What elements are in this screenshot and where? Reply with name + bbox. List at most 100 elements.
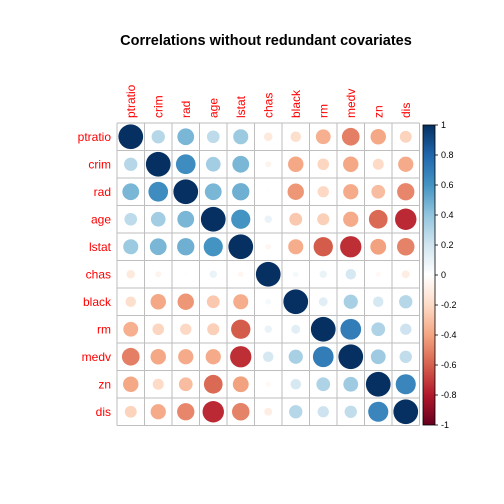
column-label: ptratio — [124, 84, 138, 118]
corr-circle — [230, 346, 252, 368]
corr-circle — [148, 181, 169, 202]
corr-circle — [123, 321, 139, 337]
corr-circle — [237, 271, 244, 278]
corr-circle — [265, 243, 272, 250]
corr-circle — [151, 130, 165, 144]
corr-circle — [318, 297, 328, 307]
corr-circle — [283, 289, 309, 315]
color-legend-tick-label: 0.8 — [441, 150, 454, 160]
row-label: medv — [82, 350, 111, 364]
row-label: chas — [86, 267, 111, 281]
corr-circle — [124, 212, 138, 226]
color-legend-tick-label: -0.8 — [441, 390, 457, 400]
corr-circle — [315, 129, 331, 145]
row-label: age — [91, 212, 111, 226]
column-label: medv — [344, 89, 358, 118]
corr-circle — [338, 344, 364, 370]
corr-circle — [345, 268, 357, 280]
corr-circle — [150, 404, 166, 420]
corr-circle — [118, 124, 144, 150]
corr-circle — [310, 316, 336, 342]
corr-circle — [126, 269, 136, 279]
corr-circle — [395, 374, 416, 395]
color-legend-tick-label: 0.2 — [441, 240, 454, 250]
corr-circle — [264, 325, 272, 333]
column-label: lstat — [234, 95, 248, 118]
color-legend — [422, 124, 436, 426]
corr-circle — [177, 238, 195, 256]
corr-circle — [398, 156, 414, 172]
corr-circle — [372, 296, 384, 308]
corr-circle — [319, 270, 327, 278]
row-label: rm — [97, 322, 111, 336]
column-label: crim — [151, 95, 165, 118]
corr-circle — [289, 212, 303, 226]
corr-circle — [344, 405, 357, 418]
corr-circle — [123, 376, 139, 392]
corr-circle — [401, 270, 410, 279]
corr-circle — [371, 322, 386, 337]
corr-circle — [145, 151, 171, 177]
corr-circle — [233, 294, 249, 310]
corr-circle — [287, 183, 304, 200]
corr-circle — [370, 349, 386, 365]
corr-circle — [178, 349, 194, 365]
corr-circle — [232, 155, 250, 173]
corr-circle — [205, 349, 221, 365]
corr-circle — [228, 234, 254, 260]
corr-circle — [288, 349, 303, 364]
row-labels: ptratio crim rad age lstat chas black rm medv zn d… — [78, 130, 112, 419]
corr-circle — [202, 401, 224, 423]
corr-circle — [125, 296, 137, 308]
corr-circle — [155, 271, 162, 278]
corr-circle — [255, 261, 281, 287]
corr-circle — [152, 323, 165, 336]
corr-circle — [180, 323, 192, 335]
corr-circle — [317, 158, 330, 171]
corr-circle — [365, 371, 391, 397]
corr-circle — [177, 293, 194, 310]
row-label: zn — [98, 377, 111, 391]
corr-circle — [204, 183, 222, 201]
corr-circle — [203, 237, 223, 257]
color-legend-tick-label: -0.6 — [441, 360, 457, 370]
corr-circle — [343, 156, 359, 172]
corr-circle — [264, 215, 272, 223]
color-legend-tick-label: -0.2 — [441, 300, 457, 310]
corr-circle — [399, 130, 412, 143]
corr-circle — [290, 378, 302, 390]
corr-circle — [265, 161, 272, 168]
column-label: age — [206, 98, 220, 118]
column-label: zn — [371, 105, 385, 118]
color-legend-tick-label: 0 — [441, 270, 446, 280]
corr-circle — [123, 239, 139, 255]
corr-circle — [400, 323, 412, 335]
corr-circle — [368, 401, 389, 422]
corr-circle — [288, 239, 304, 255]
corr-circle — [264, 407, 273, 416]
corr-circle — [177, 403, 195, 421]
corr-circle — [396, 237, 415, 256]
color-legend-tick-label: 0.4 — [441, 210, 454, 220]
corr-circle — [399, 295, 413, 309]
corr-circle — [205, 156, 221, 172]
corr-circle — [200, 206, 226, 232]
column-label: black — [289, 89, 303, 118]
color-legend-tick-label: 0.6 — [441, 180, 454, 190]
corr-circle — [177, 210, 195, 228]
corr-circle — [395, 208, 417, 230]
corr-circle — [317, 213, 330, 226]
corr-circle — [232, 376, 249, 393]
color-legend-tick-label: 1 — [441, 120, 446, 130]
corr-circle — [291, 324, 301, 334]
row-label: black — [83, 295, 112, 309]
corr-circle — [231, 209, 251, 229]
color-legend-ticks: 1 0.8 0.6 0.4 0.2 0 -0.2 -0.4 -0.6 -0.8 -1 — [435, 120, 457, 430]
column-labels: ptratio crim rad age lstat chas black rm medv zn d… — [124, 84, 413, 118]
corr-circle — [265, 298, 272, 305]
row-label: rad — [94, 185, 111, 199]
corr-circle — [231, 402, 250, 421]
chart-title: Correlations without redundant covariate… — [120, 33, 412, 49]
corr-circle — [149, 238, 167, 256]
